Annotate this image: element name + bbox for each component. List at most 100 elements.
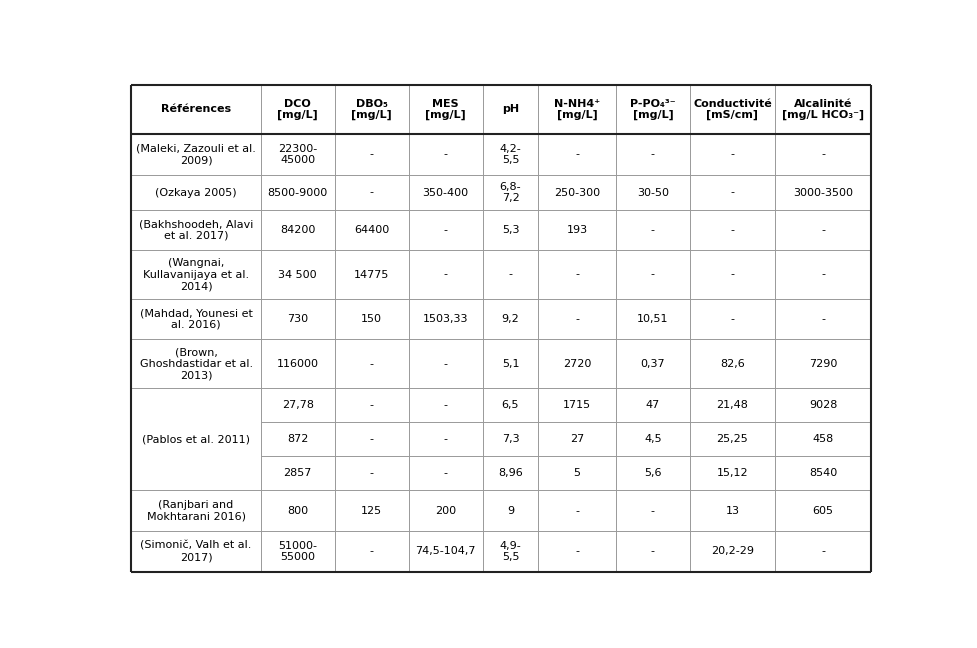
- Text: 6,5: 6,5: [501, 400, 519, 410]
- Text: -: -: [369, 400, 373, 410]
- Text: 9: 9: [506, 505, 514, 516]
- Text: -: -: [574, 505, 578, 516]
- Text: 2857: 2857: [283, 469, 312, 478]
- Text: -: -: [369, 434, 373, 444]
- Text: -: -: [444, 270, 447, 279]
- Text: -: -: [369, 469, 373, 478]
- Text: 4,2-
5,5: 4,2- 5,5: [499, 144, 521, 165]
- Text: -: -: [730, 187, 734, 198]
- Text: -: -: [369, 359, 373, 369]
- Text: -: -: [820, 225, 825, 235]
- Text: 47: 47: [645, 400, 659, 410]
- Text: 82,6: 82,6: [719, 359, 744, 369]
- Text: 74,5-104,7: 74,5-104,7: [415, 546, 476, 557]
- Text: Alcalinité
[mg/L HCO₃⁻]: Alcalinité [mg/L HCO₃⁻]: [782, 98, 864, 121]
- Text: -: -: [651, 505, 655, 516]
- Text: -: -: [369, 546, 373, 557]
- Text: -: -: [369, 150, 373, 159]
- Text: N-NH4⁺
[mg/L]: N-NH4⁺ [mg/L]: [553, 98, 600, 121]
- Text: 8540: 8540: [808, 469, 836, 478]
- Text: 6,8-
7,2: 6,8- 7,2: [499, 181, 521, 203]
- Text: 1503,33: 1503,33: [423, 314, 468, 324]
- Text: P-PO₄³⁻
[mg/L]: P-PO₄³⁻ [mg/L]: [629, 98, 675, 121]
- Text: 872: 872: [287, 434, 308, 444]
- Text: 250-300: 250-300: [553, 187, 600, 198]
- Text: 605: 605: [812, 505, 832, 516]
- Text: -: -: [651, 150, 655, 159]
- Text: 9028: 9028: [808, 400, 836, 410]
- Text: -: -: [444, 359, 447, 369]
- Text: 350-400: 350-400: [422, 187, 468, 198]
- Text: 34 500: 34 500: [278, 270, 317, 279]
- Text: 14775: 14775: [354, 270, 389, 279]
- Text: Références: Références: [161, 104, 231, 115]
- Text: -: -: [444, 469, 447, 478]
- Text: 84200: 84200: [279, 225, 316, 235]
- Text: -: -: [444, 225, 447, 235]
- Text: (Ozkaya 2005): (Ozkaya 2005): [155, 187, 236, 198]
- Text: 5,1: 5,1: [501, 359, 519, 369]
- Text: (Ranjbari and
Mokhtarani 2016): (Ranjbari and Mokhtarani 2016): [147, 500, 245, 522]
- Text: 4,9-
5,5: 4,9- 5,5: [499, 540, 521, 562]
- Text: -: -: [651, 270, 655, 279]
- Text: (Pablos et al. 2011): (Pablos et al. 2011): [142, 434, 250, 444]
- Text: (Maleki, Zazouli et al.
2009): (Maleki, Zazouli et al. 2009): [136, 144, 256, 165]
- Text: (Simonič, Valh et al.
2017): (Simonič, Valh et al. 2017): [141, 540, 251, 562]
- Text: 193: 193: [566, 225, 587, 235]
- Text: -: -: [444, 150, 447, 159]
- Text: (Bakhshoodeh, Alavi
et al. 2017): (Bakhshoodeh, Alavi et al. 2017): [139, 219, 253, 241]
- Text: DBO₅
[mg/L]: DBO₅ [mg/L]: [351, 98, 392, 121]
- Text: 64400: 64400: [354, 225, 389, 235]
- Text: -: -: [651, 546, 655, 557]
- Text: 51000-
55000: 51000- 55000: [278, 540, 317, 562]
- Text: (Brown,
Ghoshdastidar et al.
2013): (Brown, Ghoshdastidar et al. 2013): [140, 347, 252, 380]
- Text: 2720: 2720: [563, 359, 591, 369]
- Text: -: -: [651, 225, 655, 235]
- Text: pH: pH: [501, 104, 519, 115]
- Text: -: -: [574, 150, 578, 159]
- Text: -: -: [444, 434, 447, 444]
- Text: 5,6: 5,6: [644, 469, 661, 478]
- Text: 13: 13: [725, 505, 739, 516]
- Text: -: -: [730, 225, 734, 235]
- Text: 0,37: 0,37: [640, 359, 664, 369]
- Text: 116000: 116000: [276, 359, 319, 369]
- Text: 25,25: 25,25: [716, 434, 747, 444]
- Text: 4,5: 4,5: [644, 434, 661, 444]
- Text: Conductivité
[mS/cm]: Conductivité [mS/cm]: [693, 98, 771, 121]
- Text: 730: 730: [287, 314, 308, 324]
- Text: 5: 5: [573, 469, 580, 478]
- Text: -: -: [369, 187, 373, 198]
- Text: DCO
[mg/L]: DCO [mg/L]: [277, 98, 318, 121]
- Text: 1715: 1715: [563, 400, 590, 410]
- Text: 458: 458: [812, 434, 832, 444]
- Text: 8500-9000: 8500-9000: [268, 187, 327, 198]
- Text: -: -: [730, 270, 734, 279]
- Text: 27,78: 27,78: [281, 400, 314, 410]
- Text: MES
[mg/L]: MES [mg/L]: [425, 98, 466, 121]
- Text: 21,48: 21,48: [716, 400, 747, 410]
- Text: -: -: [508, 270, 512, 279]
- Text: (Wangnai,
Kullavanijaya et al.
2014): (Wangnai, Kullavanijaya et al. 2014): [143, 258, 249, 291]
- Text: 22300-
45000: 22300- 45000: [277, 144, 318, 165]
- Text: 20,2-29: 20,2-29: [710, 546, 753, 557]
- Text: 7,3: 7,3: [501, 434, 519, 444]
- Text: 125: 125: [361, 505, 382, 516]
- Text: 8,96: 8,96: [497, 469, 523, 478]
- Text: -: -: [444, 400, 447, 410]
- Text: -: -: [574, 270, 578, 279]
- Text: 27: 27: [570, 434, 583, 444]
- Text: 200: 200: [435, 505, 456, 516]
- Text: 3000-3500: 3000-3500: [792, 187, 852, 198]
- Text: -: -: [820, 150, 825, 159]
- Text: -: -: [820, 270, 825, 279]
- Text: -: -: [574, 314, 578, 324]
- Text: 800: 800: [287, 505, 308, 516]
- Text: 7290: 7290: [808, 359, 836, 369]
- Text: 15,12: 15,12: [716, 469, 747, 478]
- Text: -: -: [820, 546, 825, 557]
- Text: -: -: [730, 150, 734, 159]
- Text: (Mahdad, Younesi et
al. 2016): (Mahdad, Younesi et al. 2016): [140, 308, 252, 330]
- Text: 9,2: 9,2: [501, 314, 519, 324]
- Text: 10,51: 10,51: [636, 314, 668, 324]
